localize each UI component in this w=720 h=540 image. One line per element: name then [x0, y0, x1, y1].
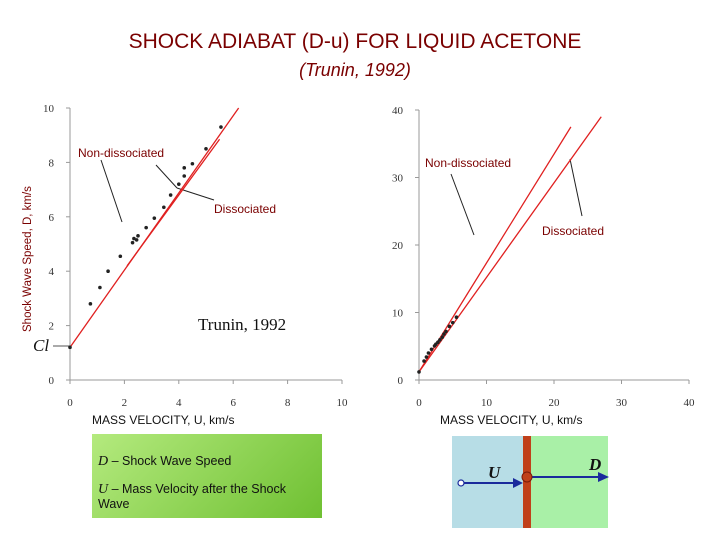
leader-line-nondissociated: [100, 159, 123, 223]
chart1-y-tick-label: 30: [392, 173, 404, 185]
legend-d-text: – Shock Wave Speed: [108, 454, 232, 468]
chart0-data-point: [144, 225, 148, 230]
chart0-data-point: [190, 161, 195, 166]
chart0-y-tick-label: 6: [49, 212, 55, 224]
right-leader-dissociated: [569, 158, 583, 217]
legend-d-symbol: D: [98, 454, 109, 469]
wave-u-label: U: [488, 463, 501, 482]
chart0-data-point: [106, 269, 110, 274]
legend-u-text: – Mass Velocity after the Shock Wave: [98, 482, 286, 511]
chart0-data-point: [130, 240, 135, 245]
legend-d: D – Shock Wave Speed: [98, 454, 231, 469]
chart1-x-tick-label: 30: [616, 397, 628, 409]
legend-u: U – Mass Velocity after the Shock Wave: [98, 482, 298, 511]
chart1-x-tick-label: 0: [416, 397, 422, 409]
chart1-y-tick-label: 10: [392, 308, 404, 320]
y-axis-label: Shock Wave Speed, D, km/s: [22, 186, 34, 332]
chart0-y-tick-label: 8: [49, 157, 55, 169]
chart1-fit-line-1: [418, 116, 602, 373]
chart1-data-point: [454, 315, 459, 320]
u-arrow-head: [513, 478, 523, 488]
leader-line-dissociated-1: [155, 164, 178, 189]
chart1-data-point: [422, 359, 426, 363]
chart0-fit-line-1: [126, 138, 221, 267]
chart0-data-point: [136, 234, 140, 238]
right-x-axis-label-text: MASS VELOCITY, U, km/s: [440, 413, 582, 427]
chart0-x-tick-label: 10: [337, 397, 349, 409]
chart0-data-point: [134, 238, 139, 242]
chart-title: SHOCK ADIABAT (D-u) FOR LIQUID ACETONE: [128, 30, 582, 53]
right-annotation-dissociated: Dissociated: [542, 224, 604, 238]
chart0-data-point: [219, 125, 223, 129]
chart1-x-tick-label: 20: [549, 397, 561, 409]
left-x-axis-label-text: MASS VELOCITY, U, km/s: [92, 413, 234, 427]
chart1-data-point: [436, 340, 440, 345]
chart0-data-point: [98, 285, 102, 290]
chart0-x-tick-label: 2: [122, 397, 128, 409]
wave-d-label: D: [588, 455, 601, 474]
chart0-y-tick-label: 4: [49, 266, 55, 278]
chart0-data-point: [204, 147, 208, 151]
chart1-data-point: [426, 351, 431, 355]
chart0-x-tick-label: 8: [285, 397, 291, 409]
chart1-data-point: [450, 320, 455, 325]
d-arrow-origin: [521, 471, 533, 483]
d-arrow-head: [598, 472, 609, 482]
chart0-data-point: [177, 182, 181, 186]
right-x-axis-label: MASS VELOCITY, U, km/s: [440, 413, 582, 427]
chart1-data-point: [438, 338, 442, 342]
chart0-data-point: [152, 216, 157, 220]
chart1-data-point: [429, 347, 434, 352]
chart1-data-point: [444, 329, 448, 334]
legend-box: D – Shock Wave Speed U – Mass Velocity a…: [92, 434, 322, 518]
chart1-data-point: [440, 335, 445, 339]
chart1-data-point: [442, 332, 446, 336]
right-leader-nondissociated: [450, 173, 475, 236]
chart-subtitle: (Trunin, 1992): [299, 60, 411, 80]
right-annotation-nondissociated: Non-dissociated: [425, 156, 511, 170]
chart1-y-tick-label: 20: [392, 240, 404, 252]
chart0-data-point: [182, 166, 187, 170]
chart0-data-point: [162, 205, 166, 210]
chart1-x-tick-label: 10: [481, 397, 493, 409]
chart-annotation-source: Trunin, 1992: [198, 315, 286, 334]
chart0-x-tick-label: 4: [176, 397, 182, 409]
chart0-y-tick-label: 10: [43, 103, 55, 115]
chart0-data-point: [88, 302, 93, 306]
chart1-x-tick-label: 40: [684, 397, 696, 409]
chart0-data-point: [118, 254, 123, 259]
chart1-y-tick-label: 40: [392, 105, 404, 117]
left-annotation-dissociated: Dissociated: [214, 202, 276, 216]
chart0-data-point: [132, 236, 136, 241]
chart1-data-point: [424, 355, 429, 359]
chart1-data-point: [447, 324, 452, 329]
left-annotation-nondissociated: Non-dissociated: [78, 146, 164, 160]
chart1-data-point: [417, 370, 421, 374]
chart1-y-tick-label: 0: [398, 375, 404, 387]
marker-label-cl: Cl: [33, 336, 49, 355]
legend-u-symbol: U: [98, 482, 109, 497]
left-x-axis-label: MASS VELOCITY, U, km/s: [92, 413, 234, 427]
chart0-x-tick-label: 0: [67, 397, 73, 409]
chart0-data-point: [68, 345, 72, 350]
chart0-data-point: [182, 174, 187, 178]
chart0-y-tick-label: 0: [49, 375, 55, 387]
chart0-y-tick-label: 2: [49, 321, 55, 333]
chart0-x-tick-label: 6: [230, 397, 236, 409]
chart0-data-point: [168, 193, 173, 197]
u-arrow-tail: [457, 479, 465, 487]
shocked-region: [528, 436, 608, 528]
